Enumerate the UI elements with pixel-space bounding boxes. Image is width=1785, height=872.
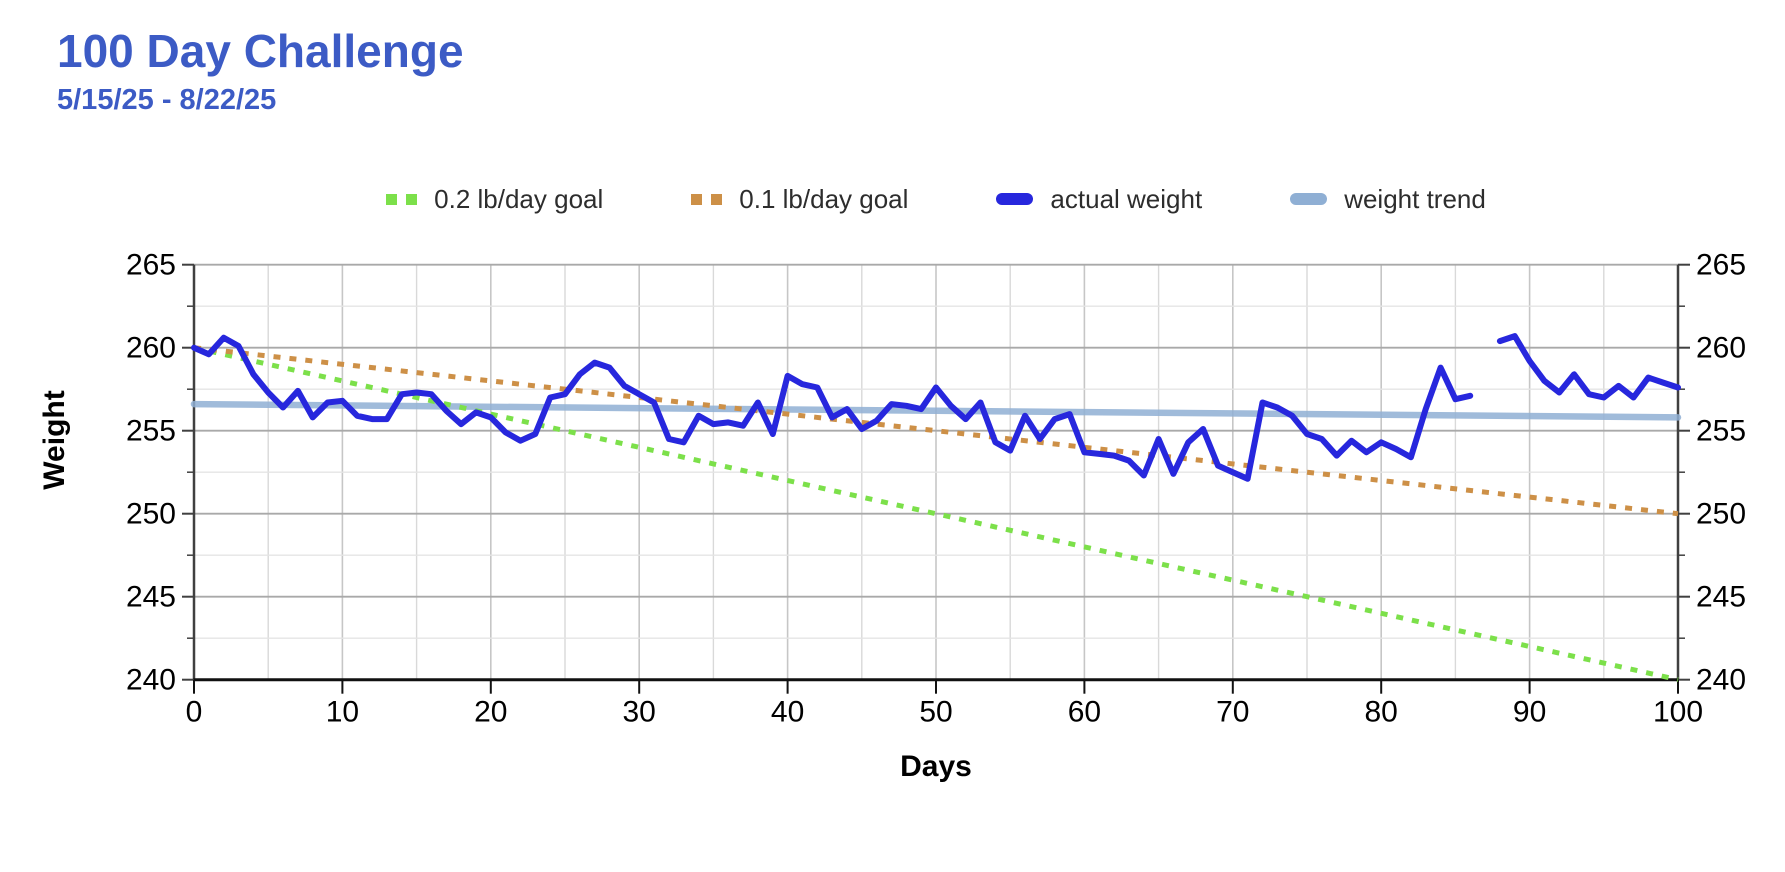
legend-item-actual-weight: actual weight xyxy=(996,184,1202,215)
legend-label: 0.2 lb/day goal xyxy=(434,183,604,214)
x-tick-label: 100 xyxy=(1653,696,1703,729)
legend-label: actual weight xyxy=(1050,183,1203,214)
page-title: 100 Day Challenge xyxy=(57,25,464,77)
legend-item-goal-0-1: 0.1 lb/day goal xyxy=(691,184,908,215)
y-tick-label-left: 255 xyxy=(126,415,176,448)
x-tick-label: 90 xyxy=(1513,696,1546,729)
y-tick-label-right: 265 xyxy=(1696,249,1746,282)
y-tick-label-left: 240 xyxy=(126,664,176,697)
y-tick-label-left: 245 xyxy=(126,581,176,614)
y-tick-label-right: 240 xyxy=(1696,664,1746,697)
y-tick-label-left: 250 xyxy=(126,498,176,531)
legend-item-weight-trend: weight trend xyxy=(1290,184,1486,215)
legend-label: 0.1 lb/day goal xyxy=(739,183,909,214)
series-actual-weight xyxy=(191,333,1681,482)
solid-line-swatch xyxy=(996,193,1034,205)
x-tick-label: 60 xyxy=(1068,696,1101,729)
y-tick-label-right: 255 xyxy=(1696,415,1746,448)
x-tick-label: 10 xyxy=(326,696,359,729)
y-tick-label-right: 250 xyxy=(1696,498,1746,531)
series-0-2-lb-day-goal xyxy=(193,345,1679,683)
y-tick-label-right: 245 xyxy=(1696,581,1746,614)
x-tick-label: 80 xyxy=(1365,696,1398,729)
x-tick-label: 30 xyxy=(623,696,656,729)
solid-line-swatch xyxy=(1290,193,1328,205)
y-tick-label-left: 265 xyxy=(126,249,176,282)
chart-legend: 0.2 lb/day goal 0.1 lb/day goal actual w… xyxy=(194,180,1678,218)
legend-item-goal-0-2: 0.2 lb/day goal xyxy=(386,184,603,215)
x-axis-title: Days xyxy=(900,750,972,783)
dashed-line-swatch xyxy=(691,193,723,205)
x-tick-label: 70 xyxy=(1216,696,1249,729)
y-tick-label-left: 260 xyxy=(126,332,176,365)
legend-label: weight trend xyxy=(1344,183,1486,214)
x-tick-label: 40 xyxy=(771,696,804,729)
page-subtitle: 5/15/25 - 8/22/25 xyxy=(57,84,277,116)
x-tick-label: 50 xyxy=(919,696,952,729)
x-tick-label: 20 xyxy=(474,696,507,729)
y-tick-label-right: 260 xyxy=(1696,332,1746,365)
x-tick-label: 0 xyxy=(186,696,203,729)
dashed-line-swatch xyxy=(386,193,418,205)
